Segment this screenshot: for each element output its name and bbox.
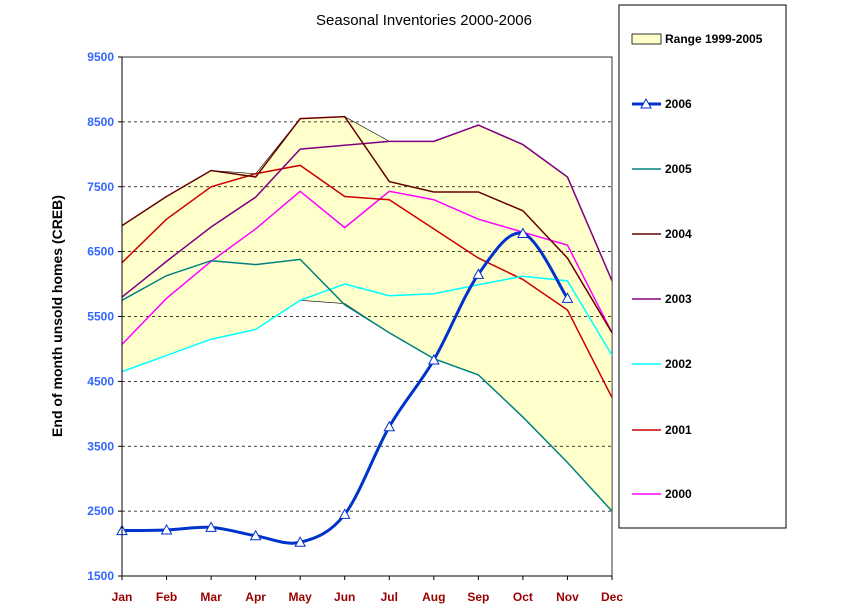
- series-line-2006: [121, 231, 569, 545]
- legend-marker-2006: [640, 97, 652, 109]
- point-2006-Apr: [249, 529, 262, 541]
- series-line-2000: [121, 190, 613, 345]
- y-tick-label-1500: 1500: [87, 569, 114, 583]
- point-2006-Feb: [160, 523, 173, 535]
- legend-label-2001: 2001: [665, 423, 692, 437]
- x-tick-label-Feb: Feb: [156, 590, 177, 604]
- legend-label-2004: 2004: [665, 227, 692, 241]
- series-line-2004: [121, 115, 613, 334]
- x-tick-label-Jun: Jun: [334, 590, 355, 604]
- point-2006-Jun: [338, 508, 351, 519]
- point-2006-Nov: [561, 292, 574, 303]
- point-2006-Aug: [427, 353, 440, 365]
- legend-swatch-range: [631, 33, 662, 45]
- series-line-2003: [121, 124, 613, 298]
- point-2006-Mar: [205, 521, 217, 532]
- x-tick-label-Apr: Apr: [245, 590, 266, 604]
- legend-label-range: Range 1999-2005: [665, 32, 763, 46]
- x-tick-label-Jan: Jan: [112, 590, 133, 604]
- legend-label-2005: 2005: [665, 162, 692, 176]
- x-tick-label-Sep: Sep: [467, 590, 489, 604]
- x-tick-label-May: May: [289, 590, 313, 604]
- point-2006-Sep: [472, 268, 485, 279]
- legend-label-2003: 2003: [665, 292, 692, 306]
- legend-label-2000: 2000: [665, 487, 692, 501]
- series-line-2005: [121, 258, 613, 512]
- series-line-2002: [121, 275, 613, 373]
- point-2006-May: [294, 536, 307, 547]
- x-tick-label-Jul: Jul: [381, 590, 398, 604]
- y-tick-label-2500: 2500: [87, 504, 114, 518]
- point-2006-Oct: [517, 227, 529, 238]
- series-line-2001: [121, 164, 613, 398]
- x-tick-label-Oct: Oct: [513, 590, 533, 604]
- point-2006-Jul: [383, 420, 396, 432]
- x-tick-label-Aug: Aug: [422, 590, 445, 604]
- y-tick-label-4500: 4500: [87, 374, 114, 388]
- y-axis-label: End of month unsold homes (CREB): [49, 195, 65, 437]
- y-tick-label-6500: 6500: [87, 245, 114, 259]
- y-tick-label-3500: 3500: [87, 439, 114, 453]
- y-tick-label-7500: 7500: [87, 180, 114, 194]
- x-tick-label-Nov: Nov: [556, 590, 579, 604]
- y-tick-label-5500: 5500: [87, 310, 114, 324]
- y-tick-label-8500: 8500: [87, 115, 114, 129]
- legend-label-2002: 2002: [665, 357, 692, 371]
- x-tick-label-Mar: Mar: [200, 590, 222, 604]
- legend-label-2006: 2006: [665, 97, 692, 111]
- y-tick-label-9500: 9500: [87, 50, 114, 64]
- legend-box: [618, 4, 787, 529]
- x-tick-label-Dec: Dec: [601, 590, 623, 604]
- chart-title: Seasonal Inventories 2000-2006: [316, 12, 532, 29]
